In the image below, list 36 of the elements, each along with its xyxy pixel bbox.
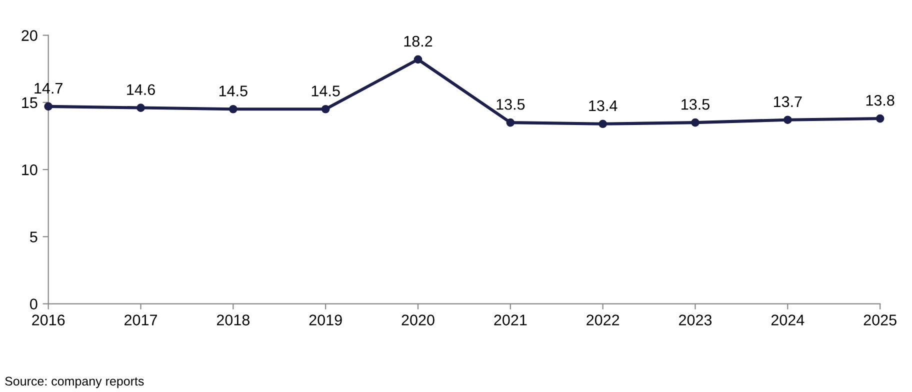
x-tick-label: 2016 <box>32 314 65 326</box>
x-tick-label: 2017 <box>124 314 157 326</box>
data-label: 14.5 <box>219 86 248 96</box>
point <box>876 114 884 123</box>
point <box>321 104 330 114</box>
point <box>229 104 238 114</box>
point <box>506 118 515 127</box>
data-label: 14.5 <box>312 86 340 96</box>
y-tick-label: 15 <box>22 97 38 108</box>
point <box>44 102 53 111</box>
x-tick-label: 2022 <box>586 314 620 326</box>
x-tick-label: 2021 <box>494 314 527 326</box>
x-tick-label: 2020 <box>402 314 434 326</box>
point <box>691 118 700 127</box>
point <box>598 120 607 128</box>
y-tick-label: 0 <box>30 298 38 310</box>
y-tick-label: 5 <box>30 232 38 242</box>
data-label: 13.5 <box>682 98 710 110</box>
data-label: 13.7 <box>774 96 802 108</box>
data-label: 13.4 <box>589 100 618 112</box>
data-label: 14.7 <box>34 83 62 94</box>
y-tick-label: 10 <box>22 164 38 176</box>
x-tick-label: 2019 <box>309 314 342 326</box>
x-tick-label: 2023 <box>679 314 712 326</box>
point <box>136 104 145 112</box>
x-tick-label: 2025 <box>864 314 896 326</box>
point <box>783 116 792 124</box>
x-tick-label: 2018 <box>216 314 250 326</box>
data-label: 13.5 <box>496 98 525 110</box>
data-label: 13.8 <box>866 94 894 106</box>
y-tick-label: 20 <box>22 30 38 41</box>
x-tick-label: 2024 <box>771 314 804 326</box>
data-label: 14.6 <box>127 84 155 96</box>
source-note: Source: company reports <box>5 376 144 388</box>
data-label: 18.2 <box>404 36 432 47</box>
point <box>414 55 422 64</box>
